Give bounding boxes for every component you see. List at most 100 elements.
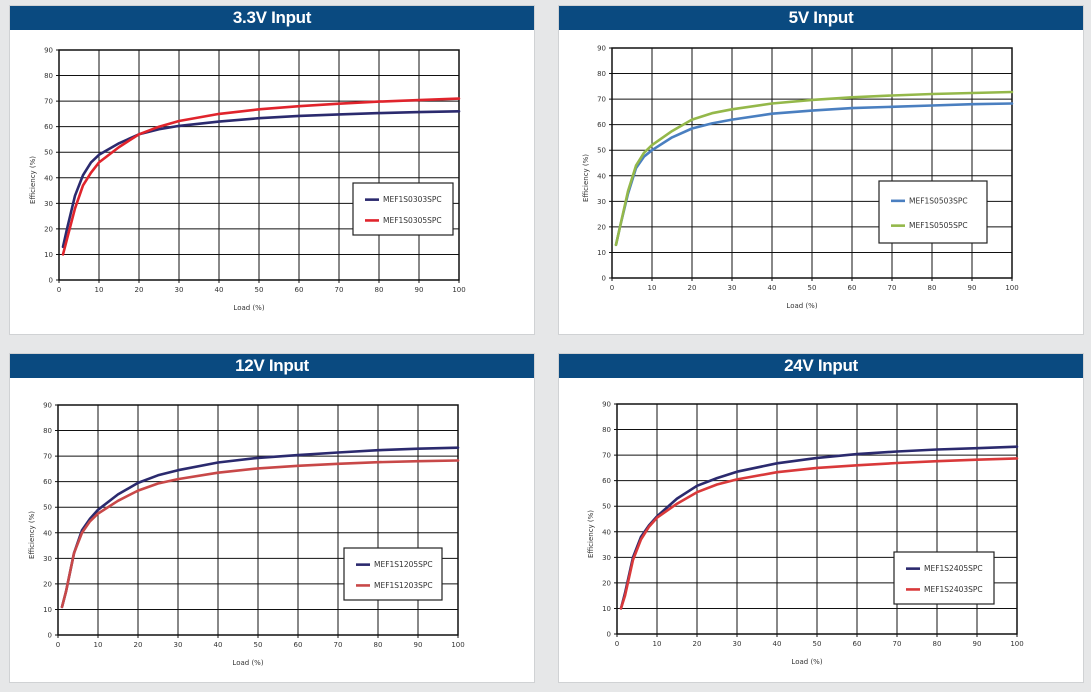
legend-label: MEF1S0505SPC: [909, 221, 968, 230]
y-tick-label: 70: [44, 98, 53, 106]
y-tick-label: 80: [602, 426, 611, 434]
x-tick-label: 60: [294, 641, 303, 649]
series-line-MEF1S2403SPC: [619, 457, 1019, 610]
series-line-MEF1S0505SPC: [614, 90, 1014, 247]
chart-title: 3.3V Input: [10, 6, 534, 30]
y-tick-label: 90: [43, 402, 52, 410]
x-tick-label: 0: [610, 284, 614, 292]
chart-svg: 0 10 20 30 40 50 60 70 80 90 0 10 20 30 40 50 60 70 80 90 10…: [29, 47, 466, 313]
y-tick-label: 90: [602, 401, 611, 409]
legend-label: MEF1S0503SPC: [909, 196, 968, 205]
x-tick-label: 10: [95, 286, 104, 294]
chart-title: 5V Input: [559, 6, 1083, 30]
chart-panel-24v: 24V Input 0 10 20 30 40 50 60 70 80 90 0 10 20 30 40 50…: [558, 353, 1084, 683]
y-tick-label: 40: [44, 174, 53, 182]
x-tick-label: 100: [451, 641, 464, 649]
x-tick-label: 40: [768, 284, 777, 292]
y-tick-label: 50: [43, 504, 52, 512]
y-tick-label: 80: [44, 72, 53, 80]
y-tick-label: 30: [43, 555, 52, 563]
y-tick-label: 0: [49, 277, 53, 285]
x-tick-label: 10: [648, 284, 657, 292]
y-axis-label: Efficiency (%): [28, 511, 36, 559]
plot-frame: [611, 47, 1013, 279]
legend-label: MEF1S1205SPC: [374, 560, 433, 569]
series-line-MEF1S1203SPC: [60, 459, 460, 609]
x-tick-label: 60: [853, 640, 862, 648]
y-tick-label: 40: [597, 172, 606, 180]
y-tick-label: 70: [43, 453, 52, 461]
x-tick-label: 80: [374, 641, 383, 649]
y-tick-label: 20: [597, 223, 606, 231]
x-tick-label: 50: [808, 284, 817, 292]
x-tick-label: 90: [414, 641, 423, 649]
x-tick-label: 80: [375, 286, 384, 294]
y-axis-label: Efficiency (%): [29, 156, 37, 204]
chart-panel-3v3: 3.3V Input 0 10 20 30 40 50 60 70 80 90 0 10 20 30 40 5…: [9, 5, 535, 335]
y-tick-label: 40: [602, 528, 611, 536]
chart-panel-5v: 5V Input 0 10 20 30 40 50 60 70 80 90 0 10 20 30 40 50 6…: [558, 5, 1084, 335]
y-tick-label: 90: [597, 45, 606, 53]
chart-svg: 0 10 20 30 40 50 60 70 80 90 0 10 20 30 40 50 60 70 80 90 10…: [28, 402, 465, 668]
x-tick-label: 30: [174, 641, 183, 649]
y-tick-label: 10: [43, 606, 52, 614]
x-tick-label: 80: [928, 284, 937, 292]
x-tick-label: 100: [1010, 640, 1023, 648]
plot-frame: [57, 404, 459, 636]
legend-label: MEF1S0305SPC: [383, 216, 442, 225]
chart-svg: 0 10 20 30 40 50 60 70 80 90 0 10 20 30 40 50 60 70 80 90 10…: [582, 45, 1019, 311]
x-axis-label: Load (%): [791, 658, 822, 666]
y-tick-label: 50: [44, 149, 53, 157]
x-tick-label: 70: [888, 284, 897, 292]
y-tick-label: 80: [43, 427, 52, 435]
x-tick-label: 100: [452, 286, 465, 294]
y-axis-label: Efficiency (%): [587, 510, 595, 558]
y-tick-label: 10: [597, 249, 606, 257]
x-tick-label: 50: [255, 286, 264, 294]
y-tick-label: 40: [43, 529, 52, 537]
plot-frame: [58, 49, 460, 281]
x-tick-label: 50: [254, 641, 263, 649]
x-tick-label: 100: [1005, 284, 1018, 292]
x-tick-label: 90: [968, 284, 977, 292]
x-tick-label: 80: [933, 640, 942, 648]
legend-label: MEF1S0303SPC: [383, 195, 442, 204]
chart-svg: 0 10 20 30 40 50 60 70 80 90 0 10 20 30 40 50 60 70 80 90 10…: [587, 401, 1024, 667]
x-tick-label: 40: [214, 641, 223, 649]
x-tick-label: 20: [688, 284, 697, 292]
x-axis-label: Load (%): [233, 304, 264, 312]
y-tick-label: 50: [597, 147, 606, 155]
legend-box: [893, 551, 995, 605]
x-tick-label: 20: [135, 286, 144, 294]
y-tick-label: 70: [597, 96, 606, 104]
x-tick-label: 60: [295, 286, 304, 294]
y-tick-label: 90: [44, 47, 53, 55]
y-tick-label: 30: [597, 198, 606, 206]
legend-label: MEF1S2403SPC: [924, 585, 983, 594]
y-tick-label: 0: [48, 632, 52, 640]
chart-title: 24V Input: [559, 354, 1083, 378]
legend-box: [878, 180, 988, 244]
x-tick-label: 20: [693, 640, 702, 648]
y-tick-label: 60: [597, 121, 606, 129]
legend-label: MEF1S1203SPC: [374, 581, 433, 590]
x-tick-label: 90: [973, 640, 982, 648]
y-tick-label: 60: [44, 123, 53, 131]
y-tick-label: 60: [602, 477, 611, 485]
x-tick-label: 70: [334, 641, 343, 649]
series-line-MEF1S0303SPC: [61, 110, 461, 249]
x-tick-label: 70: [893, 640, 902, 648]
y-tick-label: 70: [602, 452, 611, 460]
y-tick-label: 20: [44, 225, 53, 233]
x-tick-label: 30: [728, 284, 737, 292]
y-tick-label: 20: [602, 579, 611, 587]
y-tick-label: 0: [607, 631, 611, 639]
y-tick-label: 50: [602, 503, 611, 511]
x-tick-label: 40: [215, 286, 224, 294]
x-tick-label: 40: [773, 640, 782, 648]
y-tick-label: 10: [602, 605, 611, 613]
y-tick-label: 60: [43, 478, 52, 486]
x-axis-label: Load (%): [786, 302, 817, 310]
y-tick-label: 0: [602, 275, 606, 283]
x-axis-label: Load (%): [232, 659, 263, 667]
